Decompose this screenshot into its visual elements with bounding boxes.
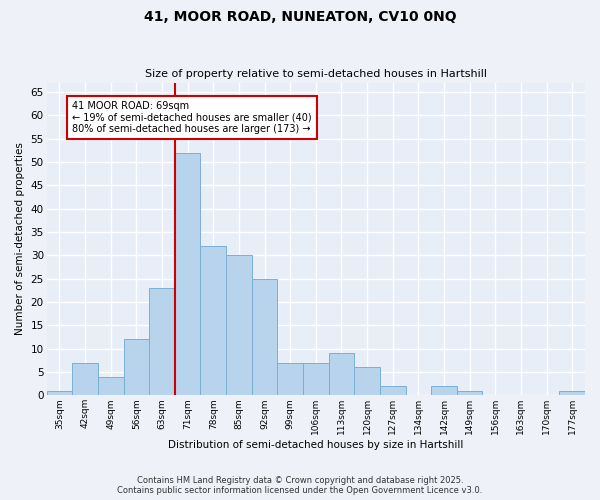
Bar (277, 362, 303, 396)
Bar (431, 386, 457, 396)
Bar (329, 354, 354, 396)
Bar (200, 246, 226, 396)
Title: Size of property relative to semi-detached houses in Hartshill: Size of property relative to semi-detach… (145, 69, 487, 79)
X-axis label: Distribution of semi-detached houses by size in Hartshill: Distribution of semi-detached houses by … (168, 440, 463, 450)
Y-axis label: Number of semi-detached properties: Number of semi-detached properties (15, 142, 25, 336)
Bar (354, 368, 380, 396)
Text: 41 MOOR ROAD: 69sqm
← 19% of semi-detached houses are smaller (40)
80% of semi-d: 41 MOOR ROAD: 69sqm ← 19% of semi-detach… (72, 101, 312, 134)
Text: Contains HM Land Registry data © Crown copyright and database right 2025.
Contai: Contains HM Land Registry data © Crown c… (118, 476, 482, 495)
Bar (226, 256, 251, 396)
Bar (457, 390, 482, 396)
Bar (72, 362, 98, 396)
Bar (559, 390, 585, 396)
Text: 41, MOOR ROAD, NUNEATON, CV10 0NQ: 41, MOOR ROAD, NUNEATON, CV10 0NQ (143, 10, 457, 24)
Bar (47, 390, 72, 396)
Bar (380, 386, 406, 396)
Bar (98, 376, 124, 396)
Bar (124, 340, 149, 396)
Bar (175, 152, 200, 396)
Bar (303, 362, 329, 396)
Bar (149, 288, 175, 396)
Bar (251, 278, 277, 396)
